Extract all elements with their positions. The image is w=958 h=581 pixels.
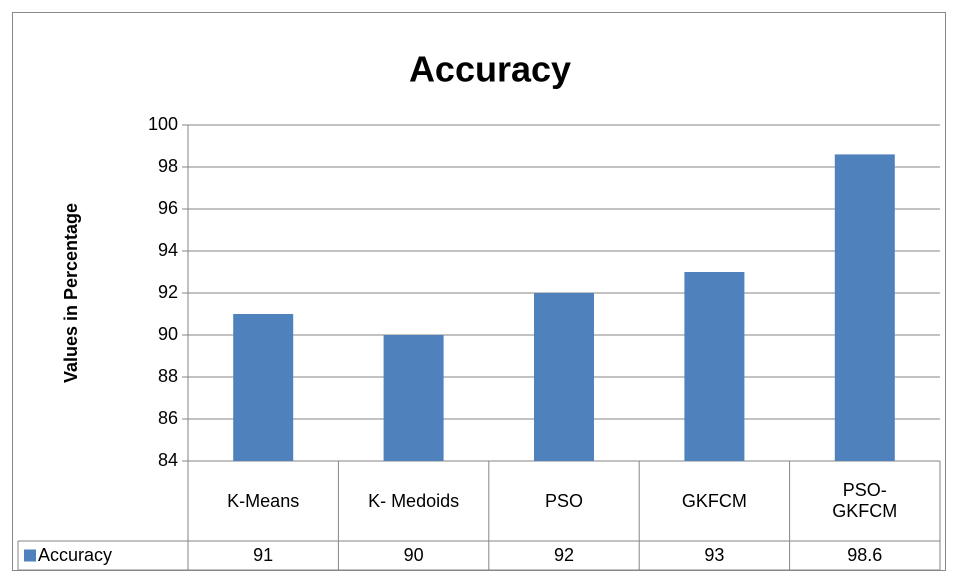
table-value: 90 — [338, 541, 488, 570]
x-tick-label-text: K- Medoids — [368, 490, 460, 511]
y-tick-label: 90 — [158, 324, 178, 344]
y-tick-label: 84 — [158, 450, 178, 470]
y-tick-label: 92 — [158, 282, 178, 302]
table-value: 91 — [188, 541, 338, 570]
table-value: 93 — [639, 541, 789, 570]
x-tick-label-text: PSO-GKFCM — [832, 480, 898, 521]
y-tick-label: 100 — [148, 114, 178, 134]
x-tick-label: PSO-GKFCM — [790, 461, 940, 541]
legend-label-text: Accuracy — [38, 545, 113, 565]
x-tick-label: K-Means — [188, 461, 338, 541]
bar — [383, 335, 444, 461]
y-tick-label: 86 — [158, 408, 178, 428]
table-value: 98.6 — [790, 541, 940, 570]
y-axis-label: Values in Percentage — [61, 203, 81, 383]
bar — [834, 154, 895, 461]
x-tick-label-text: K-Means — [227, 490, 300, 511]
y-tick-label: 98 — [158, 156, 178, 176]
table-value-text: 93 — [704, 545, 725, 565]
x-tick-label: GKFCM — [639, 461, 789, 541]
y-tick-label: 88 — [158, 366, 178, 386]
x-tick-label-text: GKFCM — [681, 490, 747, 511]
x-tick-label: K- Medoids — [338, 461, 488, 541]
table-value-text: 91 — [253, 545, 274, 565]
chart-title: Accuracy — [409, 49, 571, 90]
x-tick-label-text: PSO — [544, 490, 583, 511]
table-value-text: 92 — [553, 545, 574, 565]
bar — [233, 314, 294, 461]
y-tick-label: 94 — [158, 240, 178, 260]
table-value: 92 — [489, 541, 639, 570]
table-value-text: 98.6 — [847, 545, 883, 565]
bar — [684, 272, 745, 461]
legend-label: Accuracy — [38, 541, 186, 570]
x-tick-label: PSO — [489, 461, 639, 541]
bar — [534, 293, 594, 461]
table-value-text: 90 — [403, 545, 424, 565]
legend-key — [24, 549, 36, 562]
y-tick-label: 96 — [158, 198, 178, 218]
